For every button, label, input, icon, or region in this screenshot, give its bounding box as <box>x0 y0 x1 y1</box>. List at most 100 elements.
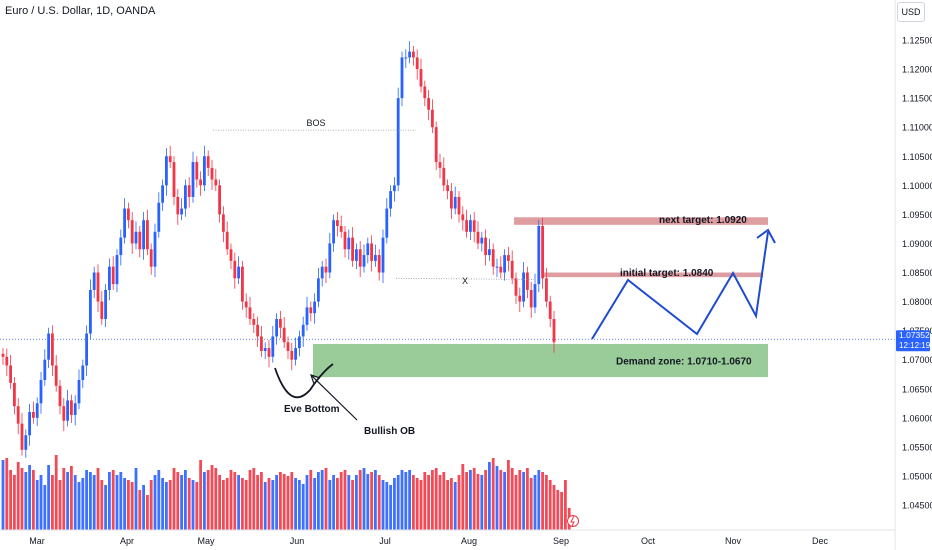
x-tick-label: Apr <box>120 536 134 546</box>
volume-bar <box>146 495 149 530</box>
candle-body <box>446 185 449 192</box>
candle-body <box>16 406 20 424</box>
candle-body <box>404 57 408 59</box>
volume-bar <box>237 475 240 530</box>
candle-body <box>431 109 434 128</box>
candle-body <box>96 272 100 302</box>
volume-bar <box>62 468 66 530</box>
candle-body <box>495 266 499 268</box>
volume-bar <box>510 468 514 530</box>
candle-body <box>252 319 256 325</box>
candle-body <box>465 220 468 232</box>
candle-body <box>370 243 373 261</box>
candle-body <box>294 348 297 360</box>
candle-body <box>108 266 111 290</box>
candle-body <box>256 324 259 337</box>
volume-bar <box>206 470 210 530</box>
y-tick-label: 1.10500 <box>902 152 932 162</box>
volume-bar <box>172 468 176 530</box>
candle-body <box>184 185 187 209</box>
candle-body <box>275 319 278 337</box>
volume-bar <box>370 472 373 530</box>
volume-bar <box>343 470 347 530</box>
y-tick-label: 1.09500 <box>902 210 932 220</box>
volume-bar <box>233 472 237 530</box>
x-tick-label: Dec <box>812 536 829 546</box>
candle-body <box>305 307 309 325</box>
volume-bar <box>491 458 495 530</box>
candle-body <box>13 382 16 407</box>
volume-bar <box>16 462 20 530</box>
volume-bar <box>20 468 24 530</box>
volume-bar <box>400 470 404 530</box>
volume-bar <box>488 462 491 530</box>
y-tick-label: 1.07000 <box>902 355 932 365</box>
candle-body <box>491 249 495 267</box>
volume-bar <box>446 480 449 530</box>
candle-body <box>115 255 119 285</box>
candle-body <box>199 179 202 186</box>
volume-bar <box>358 470 362 530</box>
candle-body <box>336 220 339 226</box>
volume-bar <box>457 475 461 530</box>
currency-button[interactable]: USD <box>897 2 925 22</box>
candle-body <box>241 266 244 302</box>
volume-bar <box>187 478 191 530</box>
volume-bar <box>442 472 446 530</box>
candle-body <box>279 319 282 328</box>
x-tick-label: May <box>197 536 215 546</box>
volume-bar <box>541 472 544 530</box>
candle-body <box>377 255 381 273</box>
volume-bar <box>427 475 430 530</box>
candle-body <box>313 301 316 314</box>
candle-body <box>149 249 153 267</box>
volume-bar <box>142 485 145 530</box>
candle-body <box>127 208 130 221</box>
candle-body <box>66 400 69 421</box>
candle-body <box>529 289 533 308</box>
volume-bar <box>260 472 263 530</box>
candle-body <box>286 342 290 351</box>
x-tick-label: Jul <box>379 536 391 546</box>
volume-bar <box>108 472 111 530</box>
volume-bar <box>545 475 548 530</box>
candle-body <box>317 278 320 302</box>
volume-bar <box>389 485 392 530</box>
volume-bar <box>66 472 69 530</box>
candle-body <box>267 348 271 357</box>
candle-body <box>161 185 164 203</box>
candle-body <box>180 208 183 215</box>
candle-body <box>533 284 537 308</box>
volume-bar <box>13 475 16 530</box>
y-tick-label: 1.12000 <box>902 65 932 75</box>
candle-body <box>214 179 218 186</box>
volume-bar <box>518 470 522 530</box>
volume-bar <box>248 470 252 530</box>
volume-bar <box>472 468 476 530</box>
eve-bottom-curve <box>274 363 334 399</box>
volume-bar <box>461 464 465 530</box>
volume-bar <box>305 475 309 530</box>
volume-bar <box>450 478 453 530</box>
volume-bar <box>336 478 339 530</box>
volume-bar <box>419 480 423 530</box>
volume-bar <box>275 475 278 530</box>
volume-bar <box>51 475 54 530</box>
volume-bar <box>499 470 503 530</box>
volume-bar <box>469 470 472 530</box>
volume-bar <box>5 458 9 530</box>
candle-body <box>210 167 214 180</box>
projection-path <box>591 231 769 340</box>
volume-bar <box>35 480 39 530</box>
candle-body <box>472 220 476 232</box>
volume-bar <box>222 480 225 530</box>
candle-body <box>85 333 88 366</box>
volume-bar <box>560 492 563 530</box>
price-axis: 1.12500 1.12000 1.11500 1.11000 1.10500 1.100… <box>894 0 932 550</box>
candle-body <box>73 403 77 415</box>
candle-body <box>206 156 210 168</box>
candle-body <box>51 333 54 366</box>
candle-body <box>457 196 461 215</box>
